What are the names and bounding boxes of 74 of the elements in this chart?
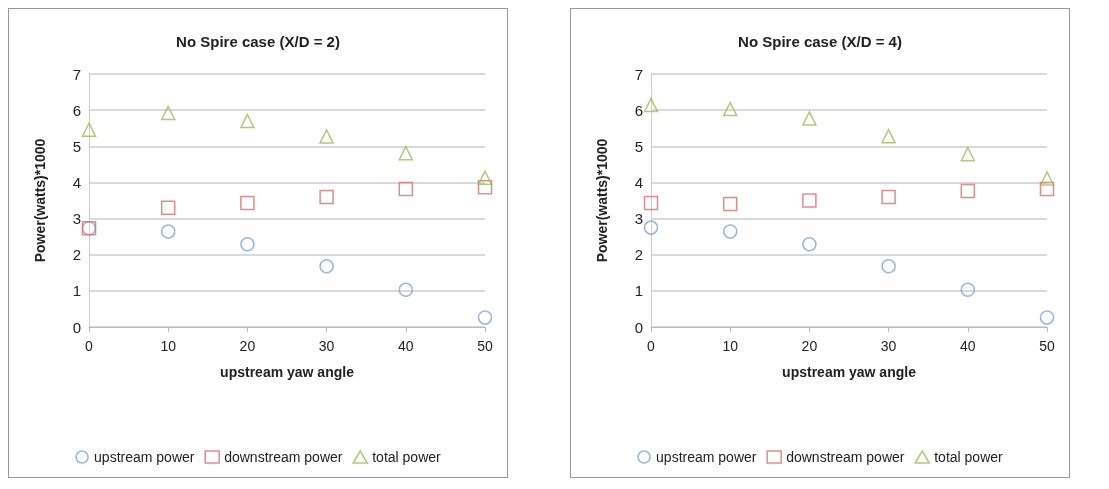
point	[240, 113, 255, 129]
y-tick-label: 0	[634, 318, 643, 336]
legend-label: total power	[934, 449, 1004, 465]
point	[881, 259, 896, 274]
point	[477, 179, 493, 195]
chart-title: No Spire case (X/D = 4)	[738, 33, 902, 50]
point	[319, 189, 334, 205]
point	[1039, 171, 1055, 186]
point	[960, 183, 976, 199]
x-tick-label: 40	[398, 338, 414, 354]
x-tick-label: 50	[1039, 338, 1055, 354]
x-tick-label: 0	[85, 338, 94, 354]
point	[960, 282, 976, 298]
point	[398, 181, 414, 197]
point	[802, 236, 817, 252]
point	[1039, 310, 1055, 325]
point	[398, 145, 414, 161]
y-tick-label: 7	[634, 65, 643, 83]
x-tick-label: 20	[239, 338, 256, 354]
legend-label: upstream power	[94, 449, 195, 465]
point	[398, 282, 414, 298]
point	[722, 224, 738, 239]
point	[643, 97, 659, 113]
point	[240, 195, 255, 211]
point	[477, 310, 493, 325]
point	[160, 200, 176, 215]
point	[960, 146, 976, 162]
y-tick-label: 4	[72, 173, 81, 191]
point	[643, 220, 659, 235]
x-tick-label: 10	[722, 338, 739, 354]
y-tick-label: 1	[634, 282, 643, 300]
y-tick-label: 3	[72, 210, 81, 228]
point	[881, 128, 896, 144]
point	[802, 193, 817, 208]
point	[1039, 181, 1055, 197]
chart-title: No Spire case (X/D = 2)	[176, 33, 340, 50]
y-tick-label: 6	[634, 101, 643, 119]
x-tick-label: 30	[318, 338, 335, 354]
y-tick-label: 7	[72, 65, 81, 83]
x-tick-label: 0	[647, 338, 656, 354]
y-tick-label: 5	[634, 137, 643, 155]
x-tick-label: 20	[801, 338, 818, 354]
point	[643, 195, 659, 211]
legend-label: upstream power	[656, 449, 757, 465]
y-tick-label: 6	[72, 101, 81, 119]
point	[722, 101, 738, 117]
x-tick-label: 30	[880, 338, 897, 354]
legend-label: downstream power	[786, 449, 905, 465]
y-tick-label: 1	[72, 282, 81, 300]
x-tick-label: 10	[160, 338, 177, 354]
x-axis-title: upstream yaw angle	[782, 364, 917, 380]
point	[722, 196, 738, 212]
point	[477, 170, 493, 185]
point	[881, 189, 896, 205]
x-tick-label: 50	[477, 338, 493, 354]
point	[802, 111, 817, 126]
point	[160, 105, 176, 121]
point	[81, 122, 97, 137]
y-tick-label: 2	[634, 246, 643, 264]
y-tick-label: 3	[634, 210, 643, 228]
y-tick-label: 5	[72, 137, 81, 155]
point	[319, 259, 334, 274]
y-tick-label: 4	[634, 173, 643, 191]
x-tick-label: 40	[960, 338, 976, 354]
y-axis-title: Power(watts)*1000	[594, 138, 610, 263]
y-tick-label: 0	[72, 318, 81, 336]
point	[240, 236, 255, 252]
y-axis-title: Power(watts)*1000	[32, 138, 48, 263]
point	[160, 224, 176, 239]
point	[319, 129, 334, 144]
y-tick-label: 2	[72, 246, 81, 264]
x-axis-title: upstream yaw angle	[220, 364, 355, 380]
legend-label: total power	[372, 449, 442, 465]
legend-label: downstream power	[224, 449, 343, 465]
